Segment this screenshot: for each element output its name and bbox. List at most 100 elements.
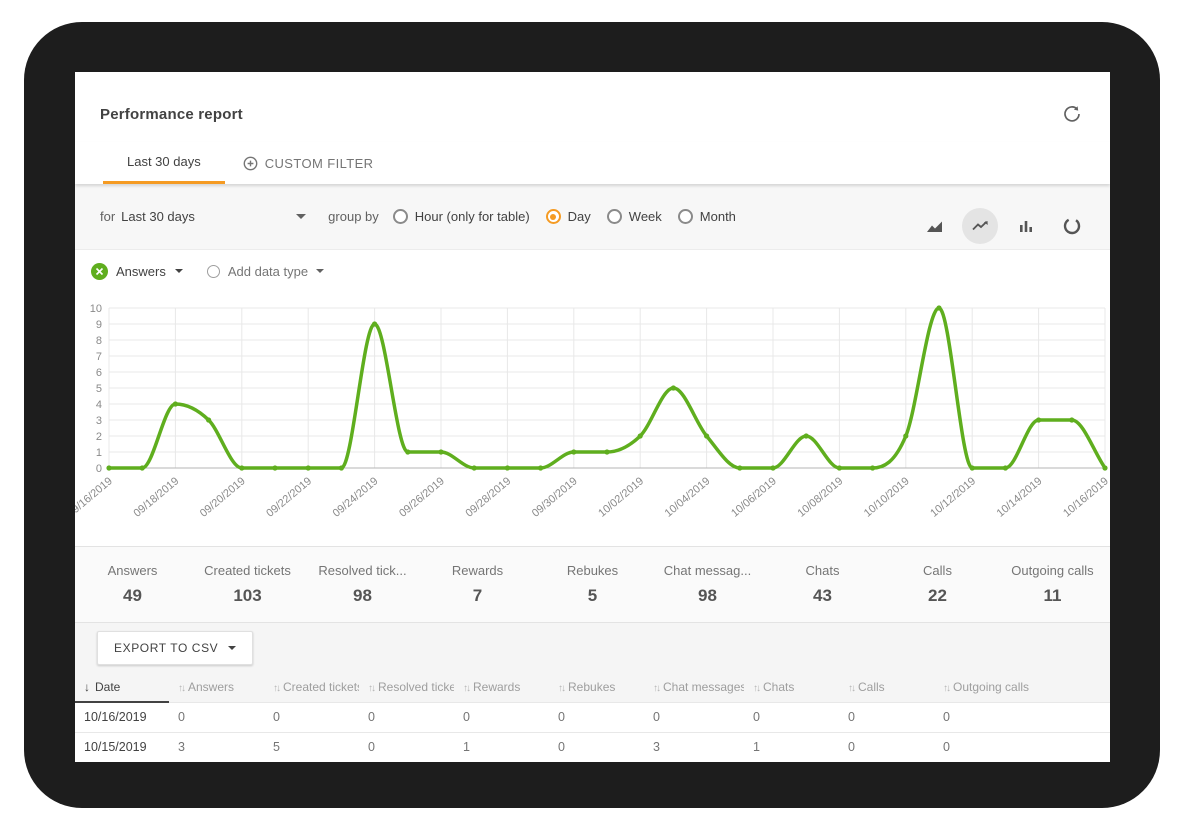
donut-chart-button[interactable]: [1054, 208, 1090, 244]
column-label: Rewards: [473, 680, 521, 695]
chevron-down-icon: [316, 269, 325, 273]
data-point[interactable]: [172, 401, 178, 407]
date-range-select[interactable]: Last 30 days: [121, 209, 307, 224]
column-header-created-tickets[interactable]: ↑↓ Created tickets: [264, 673, 359, 702]
summary-stat-label: Rewards: [451, 563, 504, 578]
cell-value: 3: [644, 731, 744, 762]
y-tick-label: 1: [96, 447, 102, 459]
column-header-date[interactable]: ↓ Date: [75, 673, 169, 703]
column-header-calls[interactable]: ↑↓ Calls: [839, 673, 934, 702]
table-header-row: ↓ Date ↑↓ Answers ↑↓ Created tickets ↑↓ Resolve…: [75, 673, 1110, 703]
add-data-type-select[interactable]: Add data type: [206, 263, 325, 279]
data-point[interactable]: [704, 433, 710, 439]
empty-circle-icon: [206, 264, 220, 278]
data-point[interactable]: [372, 321, 378, 327]
data-point[interactable]: [239, 465, 245, 471]
table-body: 10/16/2019 0 0 0 0 0 0 0 0 0 10/15/2019 3 5 0 1 0 3 1 0 0: [75, 701, 1110, 762]
data-point[interactable]: [504, 465, 510, 471]
column-header-chat-messages[interactable]: ↑↓ Chat messages: [644, 673, 744, 702]
column-header-resolved-tickets[interactable]: ↑↓Resolved tickets: [359, 673, 454, 702]
radio-day[interactable]: Day: [545, 209, 591, 224]
add-circle-icon: [243, 156, 258, 170]
radio-hour-only-for-table[interactable]: Hour (only for table): [392, 209, 530, 224]
data-point[interactable]: [870, 465, 876, 471]
summary-stat-label: Answers: [107, 563, 158, 578]
x-tick-label: 09/28/2019: [463, 475, 513, 520]
data-point[interactable]: [438, 449, 444, 455]
data-point[interactable]: [272, 465, 278, 471]
cell-date: 10/15/2019: [75, 731, 169, 762]
data-point[interactable]: [1036, 417, 1042, 423]
data-point[interactable]: [305, 465, 311, 471]
summary-stat-label: Calls: [923, 563, 952, 578]
column-header-rebukes[interactable]: ↑↓ Rebukes: [549, 673, 644, 702]
refresh-icon: [1064, 106, 1080, 122]
series-label: Answers: [116, 263, 166, 279]
data-point[interactable]: [1069, 417, 1075, 423]
summary-stat-label: Rebukes: [566, 563, 619, 578]
data-point[interactable]: [538, 465, 544, 471]
cell-value: 3: [169, 731, 264, 762]
data-point[interactable]: [903, 433, 909, 439]
data-point[interactable]: [571, 449, 577, 455]
data-point[interactable]: [770, 465, 776, 471]
summary-stat-value: 98: [698, 586, 717, 605]
data-point[interactable]: [1102, 465, 1108, 471]
data-point[interactable]: [737, 465, 743, 471]
column-label: Answers: [188, 680, 235, 695]
data-point[interactable]: [836, 465, 843, 471]
column-label: Rebukes: [568, 680, 616, 695]
data-point[interactable]: [471, 465, 477, 471]
column-header-outgoing-calls[interactable]: ↑↓ Outgoing calls: [934, 673, 1110, 702]
cell-value: 0: [934, 701, 1110, 732]
area-chart-icon: [926, 221, 942, 232]
data-point[interactable]: [637, 433, 643, 439]
data-point[interactable]: [338, 465, 344, 471]
data-point[interactable]: [206, 417, 212, 423]
tab-bar: Last 30 days CUSTOM FILTER: [75, 142, 1110, 184]
line-chart-button[interactable]: [962, 207, 998, 244]
summary-stat-label: Chats: [805, 563, 840, 578]
column-header-answers[interactable]: ↑↓ Answers: [169, 673, 264, 702]
radio-week[interactable]: Week: [606, 209, 662, 224]
column-header-rewards[interactable]: ↑↓ Rewards: [454, 673, 549, 702]
sort-icon: ↑↓: [848, 683, 856, 695]
data-point[interactable]: [803, 433, 809, 439]
export-to-csv-button[interactable]: EXPORT TO CSV: [97, 631, 254, 665]
page-title: Performance report: [100, 105, 243, 123]
refresh-button[interactable]: [1060, 102, 1084, 126]
summary-stats-row: Answers 49 Created tickets 103 Resolved tick…: [75, 546, 1110, 623]
data-point[interactable]: [670, 385, 677, 391]
summary-stat-answers: Answers 49: [75, 563, 190, 606]
data-point[interactable]: [969, 465, 975, 471]
data-point[interactable]: [604, 449, 610, 455]
column-label: Chats: [763, 680, 795, 695]
cell-value: 0: [644, 701, 744, 732]
cell-value: 1: [454, 731, 549, 762]
bar-chart-button[interactable]: [1008, 208, 1044, 244]
radio-month[interactable]: Month: [677, 209, 736, 224]
remove-series-button[interactable]: [91, 262, 108, 280]
summary-stat-rewards: Rewards 7: [420, 563, 535, 606]
tab-label: Last 30 days: [127, 154, 201, 169]
data-point[interactable]: [139, 465, 145, 471]
add-data-type-label: Add data type: [227, 263, 309, 279]
cell-value: 0: [934, 731, 1110, 762]
tab-label: CUSTOM FILTER: [264, 155, 374, 171]
area-chart-button[interactable]: [916, 208, 952, 244]
performance-report-panel: Performance report Last 30 days CUSTOM F…: [75, 72, 1110, 762]
column-header-chats[interactable]: ↑↓ Chats: [744, 673, 839, 702]
x-tick-label: 09/30/2019: [530, 475, 580, 520]
data-point[interactable]: [405, 449, 411, 455]
tab-last-30-days[interactable]: Last 30 days: [103, 142, 225, 184]
summary-stat-value: 49: [123, 586, 142, 605]
series-select[interactable]: Answers: [116, 264, 183, 279]
data-point[interactable]: [106, 465, 112, 471]
y-tick-label: 2: [96, 431, 102, 443]
data-point[interactable]: [936, 305, 942, 311]
tab-custom-filter[interactable]: CUSTOM FILTER: [225, 142, 392, 184]
performance-line-chart: 0 1 2 3 4 5 6 7 8 9 10 09/16/2019 09/18/2019 09/20/20…: [75, 303, 1110, 520]
data-point[interactable]: [1002, 465, 1009, 471]
sort-icon: ↑↓: [753, 683, 761, 695]
summary-stat-rebukes: Rebukes 5: [535, 563, 650, 606]
